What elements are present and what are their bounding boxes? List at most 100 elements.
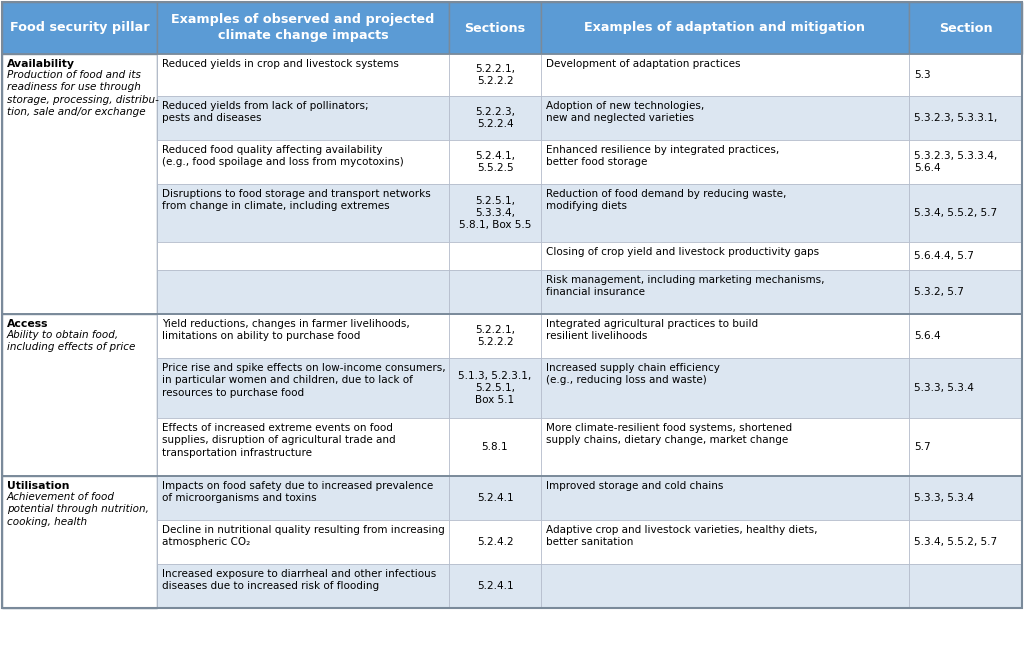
Text: 5.2.5.1,
5.3.3.4,
5.8.1, Box 5.5: 5.2.5.1, 5.3.3.4, 5.8.1, Box 5.5 — [459, 196, 531, 231]
Bar — [909, 314, 1022, 358]
Text: Yield reductions, changes in farmer livelihoods,
limitations on ability to purch: Yield reductions, changes in farmer live… — [162, 319, 410, 341]
Bar — [541, 418, 909, 476]
Bar — [449, 418, 541, 476]
Bar — [2, 2, 157, 54]
Text: Increased supply chain efficiency
(e.g., reducing loss and waste): Increased supply chain efficiency (e.g.,… — [546, 363, 720, 385]
Bar — [909, 358, 1022, 418]
Bar — [157, 140, 449, 184]
Bar — [157, 418, 449, 476]
Text: 5.2.2.1,
5.2.2.2: 5.2.2.1, 5.2.2.2 — [475, 64, 515, 86]
Bar — [2, 54, 157, 314]
Bar — [541, 242, 909, 270]
Bar — [157, 184, 449, 242]
Text: 5.3.2.3, 5.3.3.4,
5.6.4: 5.3.2.3, 5.3.3.4, 5.6.4 — [914, 151, 997, 173]
Bar — [157, 520, 449, 564]
Bar — [157, 358, 449, 418]
Text: Sections: Sections — [465, 22, 525, 35]
Bar — [909, 476, 1022, 520]
Text: Section: Section — [939, 22, 992, 35]
Bar — [449, 270, 541, 314]
Text: 5.3.4, 5.5.2, 5.7: 5.3.4, 5.5.2, 5.7 — [914, 537, 997, 547]
Text: Decline in nutritional quality resulting from increasing
atmospheric CO₂: Decline in nutritional quality resulting… — [162, 525, 444, 548]
Bar — [909, 564, 1022, 608]
Bar — [449, 242, 541, 270]
Text: 5.2.2.1,
5.2.2.2: 5.2.2.1, 5.2.2.2 — [475, 325, 515, 347]
Text: Adaptive crop and livestock varieties, healthy diets,
better sanitation: Adaptive crop and livestock varieties, h… — [546, 525, 817, 548]
Text: 5.3.2.3, 5.3.3.1,: 5.3.2.3, 5.3.3.1, — [914, 113, 997, 123]
Bar — [449, 564, 541, 608]
Text: Achievement of food
potential through nutrition,
cooking, health: Achievement of food potential through nu… — [7, 492, 148, 527]
Text: 5.6.4: 5.6.4 — [914, 331, 941, 341]
Bar — [909, 184, 1022, 242]
Bar — [157, 242, 449, 270]
Text: More climate-resilient food systems, shortened
supply chains, dietary change, ma: More climate-resilient food systems, sho… — [546, 423, 793, 445]
Text: Production of food and its
readiness for use through
storage, processing, distri: Production of food and its readiness for… — [7, 70, 159, 117]
Bar — [157, 96, 449, 140]
Text: Reduced yields from lack of pollinators;
pests and diseases: Reduced yields from lack of pollinators;… — [162, 101, 369, 123]
Bar — [541, 520, 909, 564]
Text: Reduced yields in crop and livestock systems: Reduced yields in crop and livestock sys… — [162, 59, 399, 69]
Text: 5.3.3, 5.3.4: 5.3.3, 5.3.4 — [914, 493, 974, 503]
Text: Price rise and spike effects on low-income consumers,
in particular women and ch: Price rise and spike effects on low-inco… — [162, 363, 445, 398]
Bar — [541, 54, 909, 96]
Text: Examples of adaptation and mitigation: Examples of adaptation and mitigation — [585, 22, 865, 35]
Bar — [541, 184, 909, 242]
Bar — [541, 96, 909, 140]
Text: 5.2.4.1: 5.2.4.1 — [477, 581, 513, 591]
Text: 5.3.2, 5.7: 5.3.2, 5.7 — [914, 287, 964, 297]
Bar — [541, 2, 909, 54]
Bar — [541, 564, 909, 608]
Bar — [541, 140, 909, 184]
Bar — [909, 140, 1022, 184]
Text: 5.2.4.1,
5.5.2.5: 5.2.4.1, 5.5.2.5 — [475, 151, 515, 173]
Bar — [449, 520, 541, 564]
Bar — [909, 96, 1022, 140]
Bar — [909, 54, 1022, 96]
Bar — [449, 476, 541, 520]
Text: Examples of observed and projected
climate change impacts: Examples of observed and projected clima… — [171, 14, 434, 43]
Text: Reduced food quality affecting availability
(e.g., food spoilage and loss from m: Reduced food quality affecting availabil… — [162, 145, 403, 168]
Text: 5.3.3, 5.3.4: 5.3.3, 5.3.4 — [914, 383, 974, 393]
Text: 5.2.4.1: 5.2.4.1 — [477, 493, 513, 503]
Bar — [157, 314, 449, 358]
Text: Increased exposure to diarrheal and other infectious
diseases due to increased r: Increased exposure to diarrheal and othe… — [162, 569, 436, 591]
Bar — [2, 476, 157, 608]
Bar — [541, 270, 909, 314]
Bar — [157, 476, 449, 520]
Bar — [541, 476, 909, 520]
Text: Adoption of new technologies,
new and neglected varieties: Adoption of new technologies, new and ne… — [546, 101, 705, 123]
Bar — [157, 270, 449, 314]
Text: 5.3.4, 5.5.2, 5.7: 5.3.4, 5.5.2, 5.7 — [914, 208, 997, 218]
Text: 5.6.4.4, 5.7: 5.6.4.4, 5.7 — [914, 251, 974, 261]
Text: Development of adaptation practices: Development of adaptation practices — [546, 59, 740, 69]
Text: Impacts on food safety due to increased prevalence
of microorganisms and toxins: Impacts on food safety due to increased … — [162, 481, 433, 504]
Bar — [449, 184, 541, 242]
Bar — [157, 2, 449, 54]
Bar — [449, 140, 541, 184]
Bar — [909, 2, 1022, 54]
Text: 5.7: 5.7 — [914, 442, 931, 452]
Text: 5.3: 5.3 — [914, 70, 931, 80]
Bar — [449, 358, 541, 418]
Text: Risk management, including marketing mechanisms,
financial insurance: Risk management, including marketing mec… — [546, 275, 824, 297]
Bar — [449, 2, 541, 54]
Text: 5.1.3, 5.2.3.1,
5.2.5.1,
Box 5.1: 5.1.3, 5.2.3.1, 5.2.5.1, Box 5.1 — [459, 371, 531, 405]
Bar — [909, 270, 1022, 314]
Bar — [449, 54, 541, 96]
Text: Ability to obtain food,
including effects of price: Ability to obtain food, including effect… — [7, 330, 135, 352]
Bar — [449, 314, 541, 358]
Text: Food security pillar: Food security pillar — [9, 22, 150, 35]
Text: Improved storage and cold chains: Improved storage and cold chains — [546, 481, 723, 491]
Bar — [541, 314, 909, 358]
Text: Reduction of food demand by reducing waste,
modifying diets: Reduction of food demand by reducing was… — [546, 189, 786, 212]
Text: Utilisation: Utilisation — [7, 481, 70, 491]
Text: Disruptions to food storage and transport networks
from change in climate, inclu: Disruptions to food storage and transpor… — [162, 189, 431, 212]
Bar — [2, 314, 157, 476]
Text: Enhanced resilience by integrated practices,
better food storage: Enhanced resilience by integrated practi… — [546, 145, 779, 168]
Text: Availability: Availability — [7, 59, 75, 69]
Bar — [157, 54, 449, 96]
Bar — [449, 96, 541, 140]
Text: 5.2.2.3,
5.2.2.4: 5.2.2.3, 5.2.2.4 — [475, 107, 515, 129]
Text: Access: Access — [7, 319, 48, 329]
Text: Closing of crop yield and livestock productivity gaps: Closing of crop yield and livestock prod… — [546, 247, 819, 257]
